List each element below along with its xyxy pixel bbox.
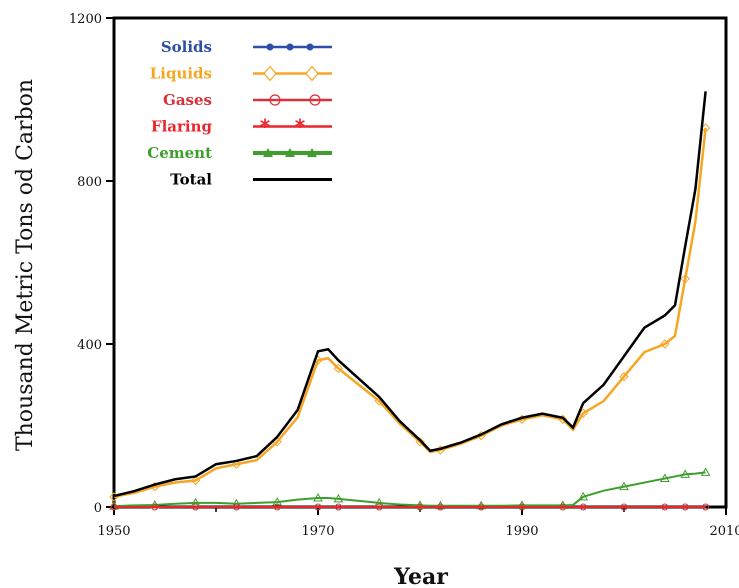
cement-point <box>680 469 691 478</box>
x-tick-label: 2010 <box>709 524 739 539</box>
liquids-point <box>619 371 629 382</box>
legend-marker-flaring: * <box>260 115 271 139</box>
x-tick-label: 1990 <box>505 524 538 539</box>
legend-marker-solids <box>266 43 274 51</box>
legend-label-solids: Solids <box>161 38 212 56</box>
y-axis-title: Thousand Metric Tons od Carbon <box>13 79 38 451</box>
cement-point <box>313 493 323 502</box>
legend-label-total: Total <box>170 171 212 189</box>
x-tick-label: 1950 <box>97 524 130 539</box>
series-line-total <box>113 91 707 498</box>
cement-point <box>374 497 385 507</box>
legend-marker-cement <box>307 148 317 157</box>
legend-marker-liquids <box>305 65 319 82</box>
y-tick-label: 1200 <box>69 12 102 27</box>
legend-label-flaring: Flaring <box>151 118 213 136</box>
legend-marker-gases <box>269 94 281 106</box>
cement-point <box>659 473 670 482</box>
series-lines <box>109 91 711 511</box>
cement-point <box>476 500 487 510</box>
legend-marker-cement <box>285 148 295 157</box>
cement-point <box>109 501 119 510</box>
liquids-point <box>660 339 670 349</box>
series-line-cement <box>113 471 706 508</box>
cement-point <box>333 493 344 503</box>
liquids-point <box>680 274 690 284</box>
liquids-point <box>333 363 344 374</box>
liquids-point <box>231 459 242 469</box>
cement-point <box>700 467 711 476</box>
cement-point <box>578 491 589 501</box>
legend-marker-gases <box>309 94 321 106</box>
legend-label-cement: Cement <box>147 144 212 162</box>
legend-marker-cement <box>263 148 273 157</box>
cement-point <box>435 500 446 510</box>
y-tick-label: 800 <box>77 175 102 190</box>
cement-point <box>190 497 201 507</box>
liquids-point <box>190 475 201 486</box>
legend-marker-solids <box>306 43 314 51</box>
y-tick-label: 400 <box>77 338 102 353</box>
liquids-point <box>415 437 425 447</box>
x-tick-label: 1970 <box>301 524 334 539</box>
y-tick-label: 0 <box>94 501 102 516</box>
x-axis-title: Year <box>393 564 448 588</box>
legend-label-liquids: Liquids <box>150 65 212 83</box>
legend-label-gases: Gases <box>163 91 212 109</box>
legend-marker-liquids <box>263 65 277 82</box>
legend: Solids Liquids Gases Flaring * * Cement Total <box>147 38 332 189</box>
cement-point <box>619 481 629 491</box>
legend-marker-solids <box>286 43 294 51</box>
legend-marker-flaring: * <box>295 115 306 139</box>
cement-point <box>272 497 283 506</box>
